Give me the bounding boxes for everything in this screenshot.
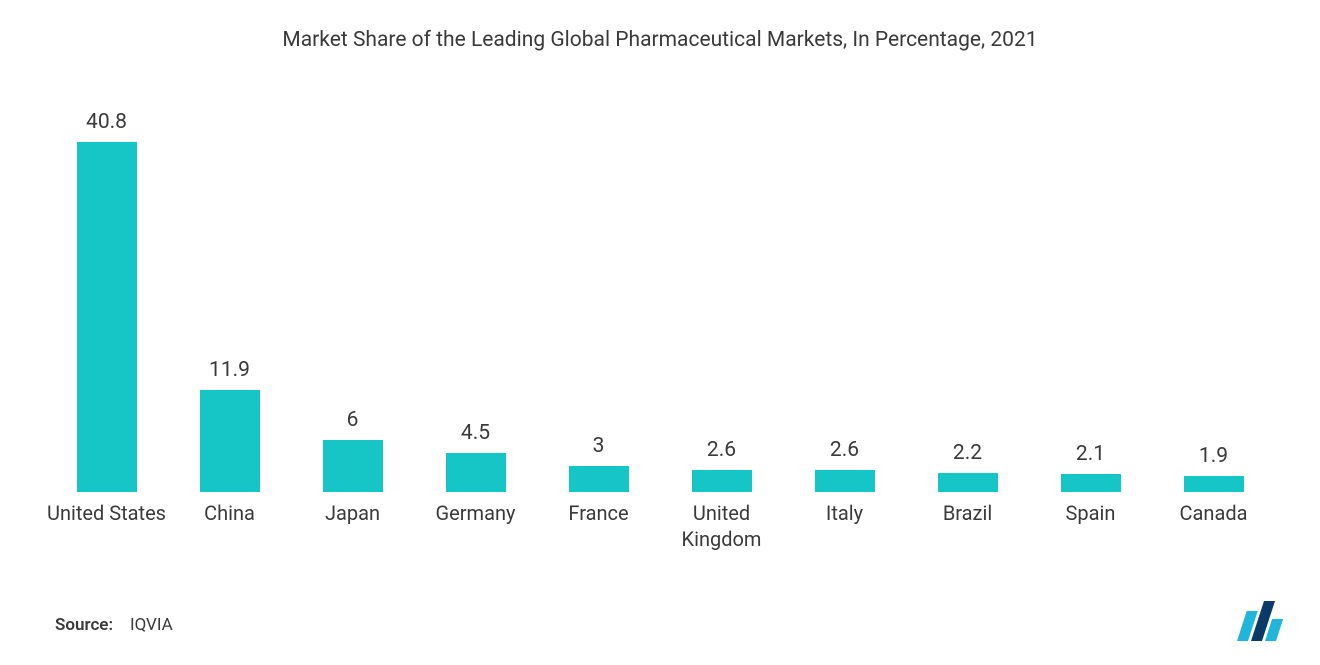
category-label: Spain bbox=[1029, 500, 1152, 552]
bar bbox=[446, 453, 506, 492]
bar bbox=[815, 470, 875, 492]
chart-title: Market Share of the Leading Global Pharm… bbox=[30, 28, 1290, 52]
category-label: Italy bbox=[783, 500, 906, 552]
category-label: China bbox=[168, 500, 291, 552]
bar-group: 2.6 bbox=[783, 62, 906, 492]
bar-group: 3 bbox=[537, 62, 660, 492]
mordor-logo-icon bbox=[1234, 601, 1290, 645]
bar-plot-area: 40.8 11.9 6 4.5 3 2.6 2.6 2.2 2.1 1.9 bbox=[45, 62, 1275, 492]
bar bbox=[200, 390, 260, 492]
bar-value-label: 11.9 bbox=[209, 358, 250, 382]
bar bbox=[77, 142, 137, 492]
bar bbox=[1061, 474, 1121, 492]
bar bbox=[569, 466, 629, 492]
bar-group: 1.9 bbox=[1152, 62, 1275, 492]
bar bbox=[323, 440, 383, 492]
source-label: Source: bbox=[55, 615, 113, 635]
category-label: France bbox=[537, 500, 660, 552]
category-label: Canada bbox=[1152, 500, 1275, 552]
bar-value-label: 2.6 bbox=[707, 438, 736, 462]
bar bbox=[1184, 476, 1244, 492]
bar-group: 11.9 bbox=[168, 62, 291, 492]
bar-value-label: 2.6 bbox=[830, 438, 859, 462]
category-label: Japan bbox=[291, 500, 414, 552]
bar-group: 4.5 bbox=[414, 62, 537, 492]
bar-group: 6 bbox=[291, 62, 414, 492]
bar bbox=[938, 473, 998, 492]
bar bbox=[692, 470, 752, 492]
bar-group: 2.2 bbox=[906, 62, 1029, 492]
source-footer: Source: IQVIA bbox=[55, 615, 173, 635]
bar-group: 2.6 bbox=[660, 62, 783, 492]
bar-value-label: 40.8 bbox=[86, 110, 127, 134]
bar-value-label: 1.9 bbox=[1199, 444, 1228, 468]
bar-group: 2.1 bbox=[1029, 62, 1152, 492]
bar-value-label: 4.5 bbox=[461, 421, 490, 445]
bar-value-label: 6 bbox=[347, 408, 359, 432]
bar-value-label: 2.2 bbox=[953, 441, 982, 465]
bar-value-label: 2.1 bbox=[1076, 442, 1105, 466]
bar-group: 40.8 bbox=[45, 62, 168, 492]
bar-value-label: 3 bbox=[593, 434, 605, 458]
category-label: United States bbox=[45, 500, 168, 552]
category-label: United Kingdom bbox=[660, 500, 783, 552]
source-value: IQVIA bbox=[130, 615, 173, 635]
category-label: Germany bbox=[414, 500, 537, 552]
category-label: Brazil bbox=[906, 500, 1029, 552]
chart-container: Market Share of the Leading Global Pharm… bbox=[0, 0, 1320, 665]
category-labels-row: United StatesChinaJapanGermanyFranceUnit… bbox=[45, 500, 1275, 552]
